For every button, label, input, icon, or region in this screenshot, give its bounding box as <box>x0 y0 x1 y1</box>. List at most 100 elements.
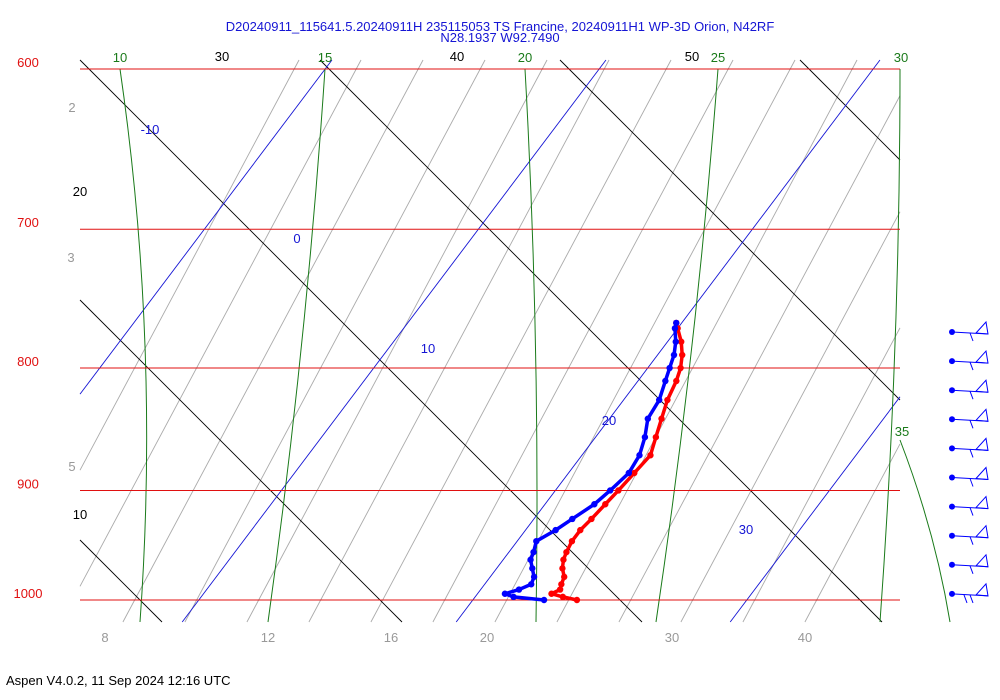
moist-adiabat-line <box>370 59 672 623</box>
software-version-footer: Aspen V4.0.2, 11 Sep 2024 12:16 UTC <box>6 673 231 688</box>
temperature-point <box>568 537 576 545</box>
wind-barbs <box>949 320 989 604</box>
wind-barb-flag <box>974 495 989 510</box>
dewpoint-point <box>662 377 669 385</box>
moist-adiabat-line <box>494 59 796 623</box>
dewpoint-point <box>529 565 536 572</box>
dry-adiabat-line <box>79 299 403 623</box>
dewpoint-point <box>591 501 598 508</box>
isobar-label: 900 <box>17 476 39 491</box>
temperature-point <box>561 573 568 581</box>
dewpoint-point <box>671 325 679 332</box>
wind-barb-flag <box>974 466 989 481</box>
mixing-ratio-label: 10 <box>113 50 127 65</box>
isotherm-label: 20 <box>602 413 616 428</box>
wind-barb-feather <box>969 391 974 400</box>
temperature-point <box>558 581 565 588</box>
dewpoint-point <box>569 515 576 523</box>
dewpoint-point <box>510 593 517 601</box>
temperature-point <box>658 415 665 422</box>
moist-adiabat-line <box>122 59 424 623</box>
chart-title-line-1: D20240911_115641.5.20240911H 235115053 T… <box>225 19 775 34</box>
dry-adiabat-label: 10 <box>73 507 87 522</box>
moist-adiabat-line <box>618 95 901 623</box>
isobars <box>80 68 900 601</box>
isotherm-line <box>79 59 333 395</box>
wind-barb-flag <box>974 553 989 568</box>
dewpoint-point <box>528 581 535 588</box>
moist-adiabat-line <box>432 59 734 623</box>
wind-barb-feather <box>969 332 974 342</box>
temperature-point <box>679 351 686 359</box>
wind-barb-flag <box>974 408 989 422</box>
moist-adiabats <box>79 59 901 623</box>
temperature-profile-line <box>549 321 684 602</box>
dewpoint-point <box>655 396 663 404</box>
temperature-point <box>664 396 671 404</box>
temperature-point <box>673 377 680 385</box>
moist-adiabat-line <box>804 443 901 623</box>
temperature-point <box>677 364 684 372</box>
temperature-point <box>647 452 654 459</box>
mixing-ratio-label: 15 <box>318 50 332 65</box>
dewpoint-point <box>670 351 678 359</box>
isotherm-line <box>181 59 607 623</box>
isotherm-label: 30 <box>739 522 753 537</box>
wind-barb <box>949 379 989 400</box>
dry-adiabat-label: 40 <box>450 49 464 64</box>
moist-adiabat-label: 3 <box>67 250 74 265</box>
chart-title-line-2: N28.1937 W92.7490 <box>440 30 560 45</box>
wind-barb-flag <box>974 524 989 539</box>
mixing-ratio-line <box>879 68 901 623</box>
isobar-label: 800 <box>17 354 39 369</box>
dry-adiabats <box>79 59 901 623</box>
bottom-axis-label: 30 <box>665 630 679 645</box>
dewpoint-point <box>673 319 680 327</box>
dewpoint-point <box>530 548 537 556</box>
dewpoint-point <box>527 556 534 563</box>
isotherm-label: -10 <box>141 122 160 137</box>
wind-barb <box>949 437 989 458</box>
dewpoint-point <box>533 537 540 545</box>
mixing-ratio-line <box>119 68 148 623</box>
moist-adiabat-line <box>680 211 901 623</box>
wind-barb-feather <box>969 361 974 371</box>
temperature-point <box>652 433 660 441</box>
mixing-ratio-line <box>899 439 951 623</box>
moist-adiabat-line <box>742 327 901 623</box>
wind-barb <box>949 495 989 516</box>
temperature-point <box>556 586 564 593</box>
isobar-label: 700 <box>17 215 39 230</box>
temperature-point <box>559 593 567 601</box>
dry-adiabat-line <box>559 59 901 401</box>
dewpoint-point <box>501 590 509 597</box>
isotherm-label: 10 <box>421 341 435 356</box>
temperature-point <box>560 556 567 563</box>
wind-barb-flag <box>974 350 989 364</box>
dewpoint-point <box>641 433 649 441</box>
dry-adiabat-line <box>79 59 643 623</box>
wind-barb <box>949 553 989 574</box>
dewpoint-point <box>636 452 643 459</box>
temperature-point <box>563 548 570 556</box>
dry-adiabat-label: 20 <box>73 184 87 199</box>
moist-adiabat-line <box>184 59 486 623</box>
wind-barb-flag <box>974 582 989 597</box>
moist-adiabat-line <box>556 59 858 623</box>
wind-barb <box>949 350 989 371</box>
dry-adiabat-line <box>319 59 883 623</box>
mixing-ratio-label: 25 <box>711 50 725 65</box>
wind-barb <box>949 320 989 342</box>
wind-barb-flag <box>974 379 989 393</box>
wind-barb-feather <box>969 478 974 487</box>
moist-adiabat-line <box>79 59 300 471</box>
dewpoint-point <box>540 596 548 604</box>
temperature-point <box>678 338 685 345</box>
bottom-axis-label: 16 <box>384 630 398 645</box>
dewpoint-point <box>515 586 523 593</box>
temperature-point <box>615 487 622 494</box>
bottom-axis-label: 8 <box>101 630 108 645</box>
mixing-ratio-label: 20 <box>518 50 532 65</box>
dry-adiabat-label: 30 <box>215 49 229 64</box>
